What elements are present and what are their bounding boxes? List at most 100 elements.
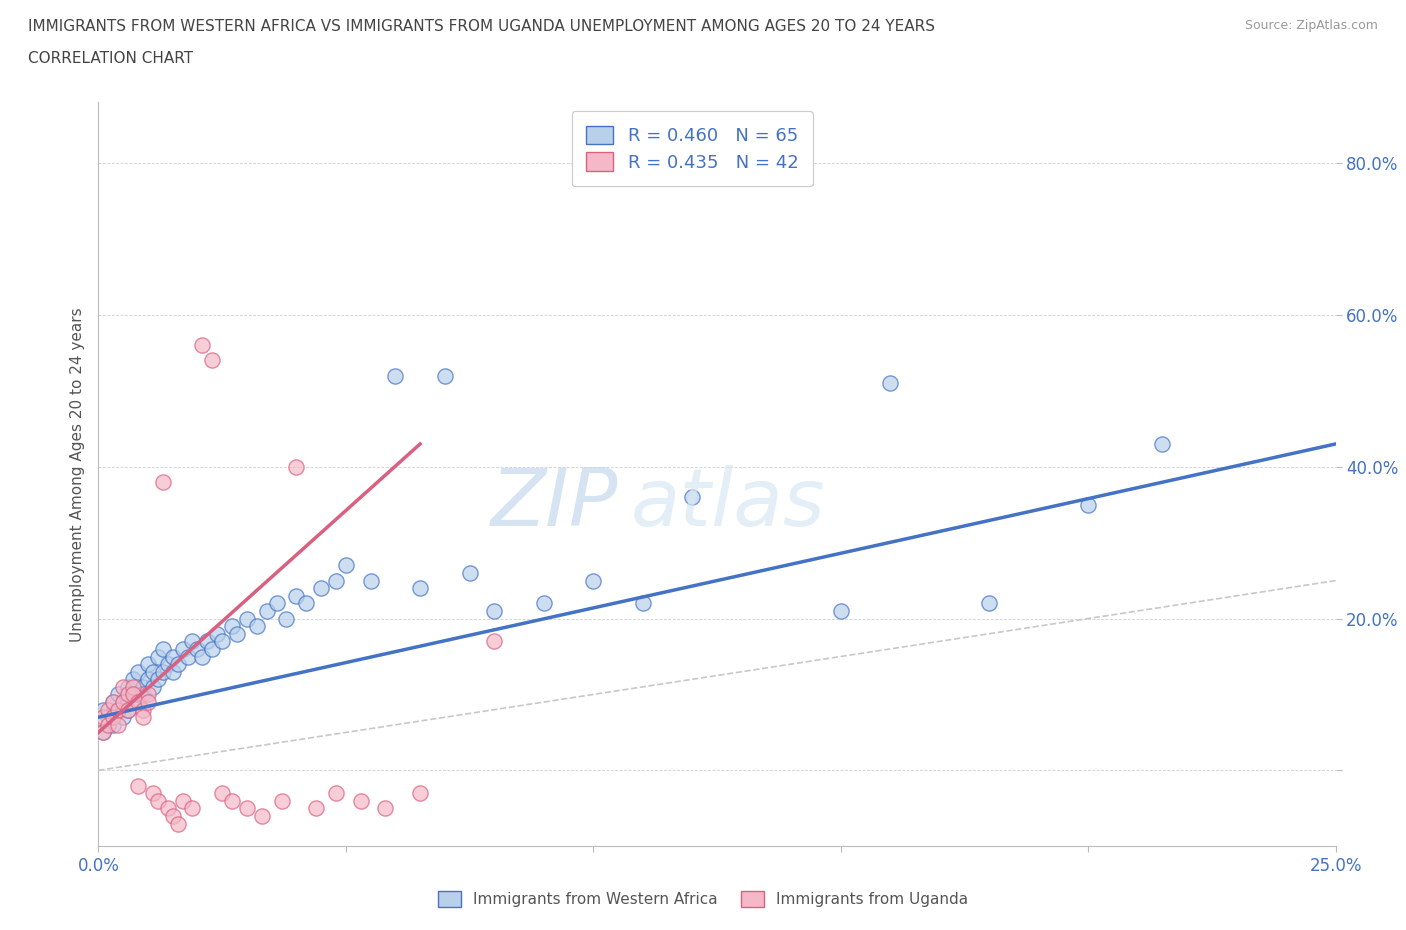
Point — [325, 786, 347, 801]
Point — [93, 725, 115, 740]
Point — [201, 642, 224, 657]
Point — [97, 702, 120, 717]
Point — [195, 634, 218, 649]
Point — [681, 489, 703, 504]
Point — [117, 680, 139, 695]
Point — [830, 604, 852, 618]
Point — [181, 801, 204, 816]
Point — [146, 793, 169, 808]
Point — [484, 634, 506, 649]
Point — [107, 702, 129, 717]
Point — [112, 680, 135, 695]
Point — [458, 565, 481, 580]
Point — [409, 786, 432, 801]
Point — [172, 793, 194, 808]
Point — [127, 695, 149, 710]
Point — [374, 801, 396, 816]
Point — [122, 671, 145, 686]
Point — [285, 459, 308, 474]
Point — [270, 793, 292, 808]
Point — [117, 702, 139, 717]
Point — [205, 626, 228, 641]
Point — [93, 702, 115, 717]
Point — [152, 664, 174, 679]
Point — [112, 695, 135, 710]
Point — [1152, 436, 1174, 451]
Point — [146, 649, 169, 664]
Point — [122, 680, 145, 695]
Point — [181, 634, 204, 649]
Point — [132, 710, 155, 724]
Point — [256, 604, 278, 618]
Point — [117, 702, 139, 717]
Point — [152, 474, 174, 489]
Point — [162, 649, 184, 664]
Point — [295, 596, 318, 611]
Text: atlas: atlas — [630, 465, 825, 543]
Point — [211, 786, 233, 801]
Point — [266, 596, 288, 611]
Point — [132, 687, 155, 702]
Point — [146, 671, 169, 686]
Point — [132, 680, 155, 695]
Point — [221, 618, 243, 633]
Point — [360, 573, 382, 588]
Point — [136, 687, 159, 702]
Point — [250, 808, 273, 823]
Point — [112, 710, 135, 724]
Point — [350, 793, 373, 808]
Point — [533, 596, 555, 611]
Point — [97, 717, 120, 732]
Point — [112, 695, 135, 710]
Point — [97, 710, 120, 724]
Point — [409, 580, 432, 595]
Point — [142, 664, 165, 679]
Point — [246, 618, 269, 633]
Legend: R = 0.460   N = 65, R = 0.435   N = 42: R = 0.460 N = 65, R = 0.435 N = 42 — [572, 112, 813, 186]
Text: Source: ZipAtlas.com: Source: ZipAtlas.com — [1244, 19, 1378, 32]
Point — [879, 376, 901, 391]
Point — [335, 558, 357, 573]
Point — [631, 596, 654, 611]
Point — [186, 642, 208, 657]
Point — [166, 817, 188, 831]
Point — [226, 626, 249, 641]
Point — [107, 687, 129, 702]
Point — [176, 649, 198, 664]
Point — [122, 695, 145, 710]
Point — [136, 671, 159, 686]
Text: CORRELATION CHART: CORRELATION CHART — [28, 51, 193, 66]
Point — [221, 793, 243, 808]
Point — [142, 680, 165, 695]
Point — [93, 725, 115, 740]
Point — [211, 634, 233, 649]
Point — [276, 611, 298, 626]
Point — [582, 573, 605, 588]
Point — [309, 580, 332, 595]
Point — [325, 573, 347, 588]
Point — [103, 717, 125, 732]
Point — [1077, 498, 1099, 512]
Point — [107, 717, 129, 732]
Point — [103, 695, 125, 710]
Point — [122, 687, 145, 702]
Text: ZIP: ZIP — [491, 465, 619, 543]
Point — [305, 801, 328, 816]
Point — [191, 338, 214, 352]
Point — [384, 368, 406, 383]
Point — [152, 642, 174, 657]
Point — [136, 695, 159, 710]
Y-axis label: Unemployment Among Ages 20 to 24 years: Unemployment Among Ages 20 to 24 years — [69, 307, 84, 642]
Point — [93, 710, 115, 724]
Point — [103, 695, 125, 710]
Point — [132, 702, 155, 717]
Point — [433, 368, 456, 383]
Point — [191, 649, 214, 664]
Point — [201, 353, 224, 368]
Text: IMMIGRANTS FROM WESTERN AFRICA VS IMMIGRANTS FROM UGANDA UNEMPLOYMENT AMONG AGES: IMMIGRANTS FROM WESTERN AFRICA VS IMMIGR… — [28, 19, 935, 33]
Point — [166, 657, 188, 671]
Point — [236, 801, 259, 816]
Point — [136, 657, 159, 671]
Point — [127, 778, 149, 793]
Point — [127, 664, 149, 679]
